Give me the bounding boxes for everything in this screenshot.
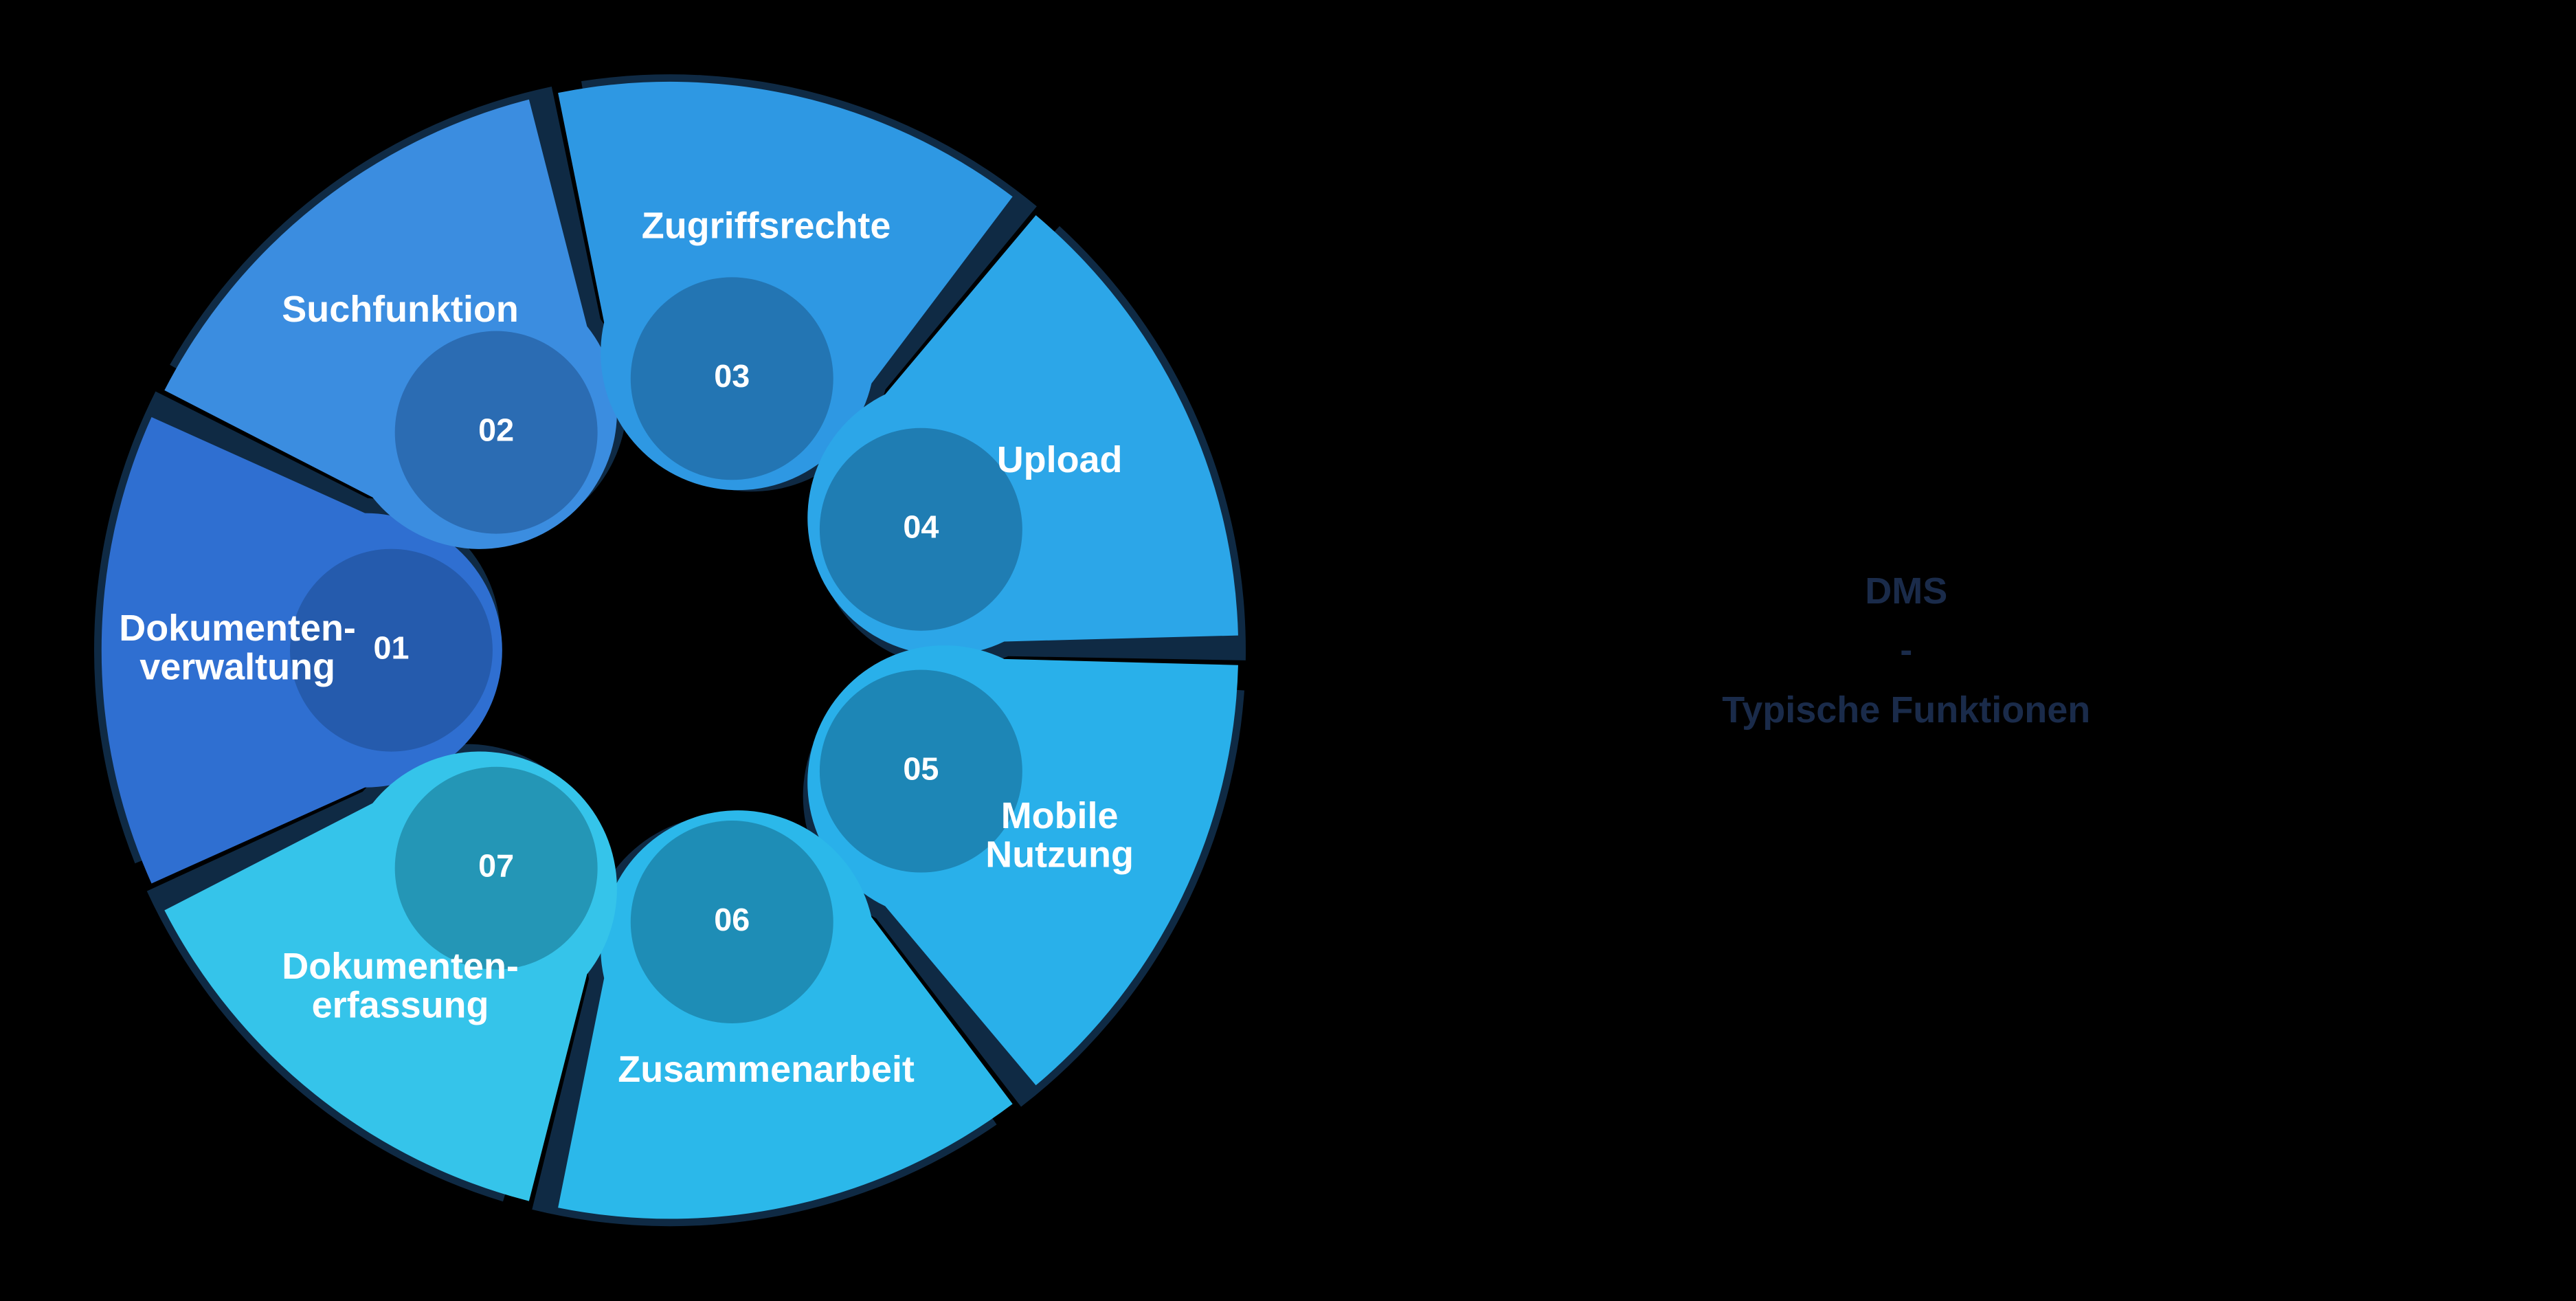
segment-number-07: 07 (478, 848, 514, 884)
segment-number-06: 06 (714, 902, 750, 937)
segment-label-03: Zugriffsrechte (641, 205, 891, 247)
infographic-stage: 01 Dokumenten-verwaltung 02 Suchfunktion 03 Z… (0, 0, 2576, 1301)
segment-label-line: Dokumenten- (282, 946, 519, 988)
segment-number-03: 03 (714, 358, 750, 394)
wheel-container: 01 Dokumenten-verwaltung 02 Suchfunktion 03 Z… (0, 0, 1339, 1301)
segment-label-04: Upload (996, 440, 1122, 481)
segment-number-01: 01 (373, 630, 409, 666)
segment-label-line: Mobile (1000, 795, 1118, 836)
title-block: DMS - Typische Funktionen (1339, 561, 2576, 740)
segment-label-line: Zusammenarbeit (618, 1049, 915, 1090)
segment-label-line: Dokumenten- (119, 608, 356, 649)
segment-label-line: erfassung (311, 985, 489, 1026)
segment-label-06: Zusammenarbeit (618, 1049, 915, 1090)
segment-label-line: Zugriffsrechte (641, 205, 891, 247)
segment-number-04: 04 (903, 509, 939, 545)
segment-label-line: Suchfunktion (282, 289, 519, 331)
title-line-2: - (1900, 621, 1912, 680)
segment-number-05: 05 (903, 751, 939, 787)
segment-label-01: Dokumenten-verwaltung (119, 608, 356, 688)
segment-label-05: MobileNutzung (985, 795, 1134, 876)
title-line-1: DMS (1865, 561, 1947, 621)
wheel-svg: 01 Dokumenten-verwaltung 02 Suchfunktion 03 Z… (34, 32, 1306, 1268)
title-line-3: Typische Funktionen (1722, 680, 2090, 740)
segment-label-07: Dokumenten-erfassung (282, 946, 519, 1027)
segment-number-02: 02 (478, 412, 514, 448)
segment-label-line: verwaltung (139, 647, 335, 688)
segment-label-line: Upload (996, 440, 1122, 481)
segment-label-line: Nutzung (985, 834, 1134, 876)
segment-label-02: Suchfunktion (282, 289, 519, 331)
